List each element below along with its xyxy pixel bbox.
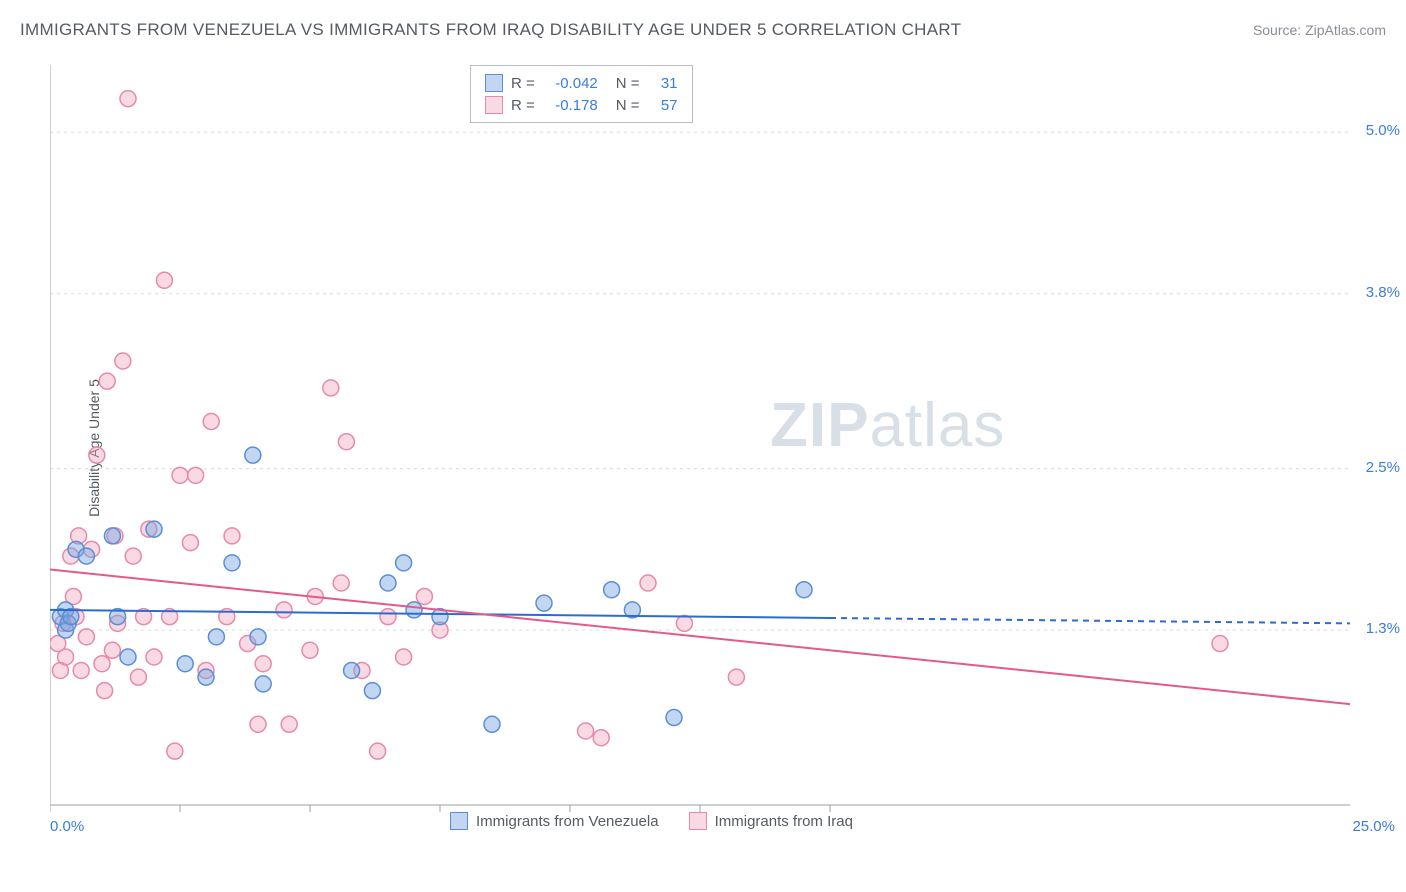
chart-source: Source: ZipAtlas.com [1253,22,1386,38]
x-axis-max-label: 25.0% [1352,818,1395,835]
correlation-row: R = -0.178 N = 57 [485,94,678,116]
legend-item: Immigrants from Venezuela [450,812,659,830]
correlation-legend-box: R = -0.042 N = 31 R = -0.178 N = 57 [470,65,693,123]
legend-swatch [450,812,468,830]
n-label: N = [616,97,640,114]
chart-area: Disability Age Under 5 ZIPatlas R =-0.04… [50,60,1350,830]
scatter-plot [50,60,1350,830]
x-axis-min-label: 0.0% [50,818,84,835]
r-label: R = [511,75,535,92]
legend: Immigrants from Venezuela Immigrants from… [450,812,853,830]
legend-swatch [689,812,707,830]
y-axis-tick-label: 5.0% [1366,122,1400,139]
chart-header: IMMIGRANTS FROM VENEZUELA VS IMMIGRANTS … [20,20,1386,40]
legend-label: Immigrants from Iraq [715,813,853,830]
series-swatch [485,74,503,92]
n-value: 57 [648,97,678,114]
r-value: -0.042 [543,75,598,92]
series-swatch [485,96,503,114]
chart-title: IMMIGRANTS FROM VENEZUELA VS IMMIGRANTS … [20,20,961,40]
y-axis-tick-label: 1.3% [1366,620,1400,637]
r-value: -0.178 [543,97,598,114]
legend-label: Immigrants from Venezuela [476,813,659,830]
n-label: N = [616,75,640,92]
watermark: ZIPatlas [770,390,1005,461]
n-value: 31 [648,75,678,92]
y-axis-tick-label: 2.5% [1366,459,1400,476]
y-axis-tick-label: 3.8% [1366,284,1400,301]
correlation-row: R = -0.042 N = 31 [485,72,678,94]
r-label: R = [511,97,535,114]
legend-item: Immigrants from Iraq [689,812,853,830]
